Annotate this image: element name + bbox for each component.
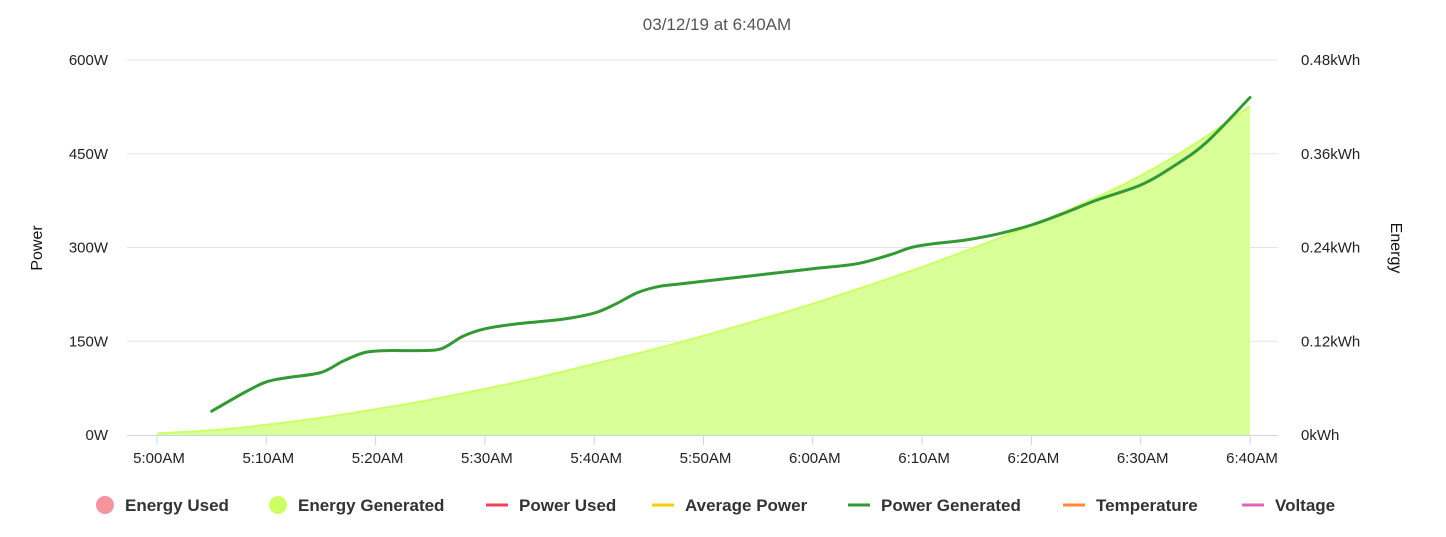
x-tick-label: 5:40AM: [570, 450, 622, 467]
legend-item-energy-used: Energy Used: [96, 496, 229, 515]
legend-item-power-generated: Power Generated: [848, 496, 1021, 515]
y-right-tick-label: 0.12kWh: [1301, 333, 1360, 350]
x-tick-label: 5:10AM: [242, 450, 294, 467]
legend-label: Voltage: [1275, 496, 1335, 515]
y-left-tick-label: 150W: [69, 333, 109, 350]
x-axis: 5:00AM 5:10AM 5:20AM 5:30AM 5:40AM 5:50AM 6:00…: [127, 435, 1278, 467]
legend-item-average-power: Average Power: [652, 496, 808, 515]
x-tick-label: 6:20AM: [1008, 450, 1060, 467]
power-generated-line-layer: [210, 96, 1252, 413]
series-area-energy-generated: [157, 106, 1250, 435]
legend-symbol-circle: [269, 496, 287, 514]
series-line-power-generated: [210, 96, 1252, 413]
y-right-tick-label: 0kWh: [1301, 427, 1339, 444]
y-axis-left: 0W 150W 300W 450W 600W: [69, 52, 109, 444]
series-area-outline-energy-generated: [156, 105, 1251, 435]
legend-item-voltage: Voltage: [1242, 496, 1335, 515]
x-tick-label: 6:40AM: [1226, 450, 1278, 467]
legend-label: Power Used: [519, 496, 616, 515]
y-axis-left-title: Power: [29, 225, 46, 271]
x-tick-label: 5:50AM: [680, 450, 732, 467]
legend-label: Energy Generated: [298, 496, 444, 515]
x-tick-label: 6:10AM: [898, 450, 950, 467]
y-left-tick-label: 300W: [69, 240, 109, 257]
x-tick-label: 5:30AM: [461, 450, 513, 467]
y-right-tick-label: 0.24kWh: [1301, 240, 1360, 257]
x-tick-label: 5:00AM: [133, 450, 185, 467]
x-tick-label: 5:20AM: [352, 450, 404, 467]
legend: Energy Used Energy Generated Power Used Ave…: [96, 496, 1335, 515]
legend-label: Average Power: [685, 496, 808, 515]
energy-generated-area-layer: [156, 105, 1251, 435]
legend-symbol-circle: [96, 496, 114, 514]
chart-title: 03/12/19 at 6:40AM: [643, 15, 791, 34]
x-tick-label: 6:30AM: [1117, 450, 1169, 467]
legend-item-temperature: Temperature: [1063, 496, 1198, 515]
legend-label: Temperature: [1096, 496, 1198, 515]
legend-label: Energy Used: [125, 496, 229, 515]
y-right-tick-label: 0.48kWh: [1301, 52, 1360, 69]
y-left-tick-label: 600W: [69, 52, 109, 69]
legend-item-energy-generated: Energy Generated: [269, 496, 444, 515]
y-axis-right: 0kWh 0.12kWh 0.24kWh 0.36kWh 0.48kWh: [1301, 52, 1360, 444]
legend-label: Power Generated: [881, 496, 1021, 515]
y-axis-right-title: Energy: [1387, 223, 1404, 274]
x-tick-label: 6:00AM: [789, 450, 841, 467]
legend-item-power-used: Power Used: [486, 496, 616, 515]
y-right-tick-label: 0.36kWh: [1301, 146, 1360, 163]
y-left-tick-label: 0W: [86, 427, 109, 444]
y-left-tick-label: 450W: [69, 146, 109, 163]
